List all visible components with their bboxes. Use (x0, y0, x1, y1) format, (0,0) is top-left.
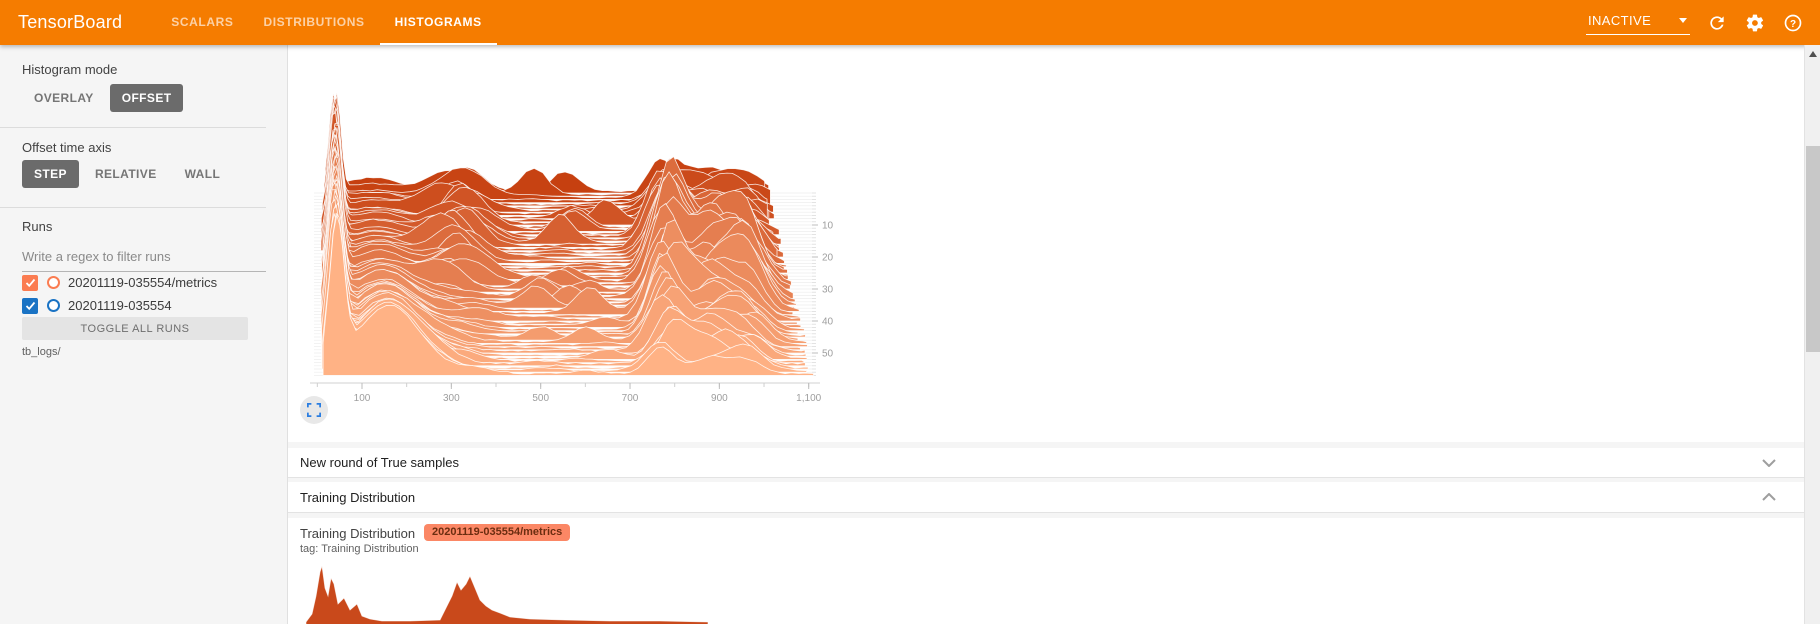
svg-text:?: ? (1790, 18, 1796, 29)
mode-offset-button[interactable]: OFFSET (109, 84, 184, 112)
run-filter-input[interactable] (22, 245, 266, 271)
fullscreen-icon (307, 403, 321, 417)
run-name-label: 20201119-035554/metrics (68, 275, 218, 290)
chevron-down-icon[interactable] (1762, 458, 1776, 467)
runs-label: Runs (22, 219, 53, 234)
svg-text:50: 50 (822, 349, 834, 360)
run-isolate-toggle[interactable] (47, 276, 60, 289)
sidebar: Histogram mode OVERLAY OFFSET Offset time… (0, 45, 288, 624)
tab-scalars[interactable]: SCALARS (171, 14, 234, 29)
sidebar-divider (0, 127, 266, 128)
tab-distributions[interactable]: DISTRIBUTIONS (263, 14, 365, 29)
scrollbar-up-arrow[interactable] (1809, 51, 1817, 57)
run-badge: 20201119-035554/metrics (424, 524, 571, 541)
log-directory-label: tb_logs/ (22, 346, 61, 358)
offset-time-axis-label: Offset time axis (22, 140, 112, 155)
svg-text:20: 20 (822, 253, 834, 264)
run-filter-wrap (22, 245, 266, 272)
histogram-mode-label: Histogram mode (22, 62, 118, 77)
run-row: 20201119-035554 (22, 296, 172, 315)
card-tag: tag: Training Distribution (300, 543, 419, 555)
scrollbar-thumb[interactable] (1806, 146, 1820, 352)
header-actions: INACTIVE ? (1586, 0, 1804, 45)
svg-text:100: 100 (354, 393, 371, 404)
offset-histogram-chart[interactable]: 10 20 30 40 50 100 300 500 700 900 1,100 (288, 45, 1804, 442)
svg-text:40: 40 (822, 317, 834, 328)
section-training-distribution[interactable]: Training Distribution (288, 482, 1804, 513)
fullscreen-button[interactable] (300, 396, 328, 424)
axis-wall-button[interactable]: WALL (173, 160, 233, 188)
axis-step-button[interactable]: STEP (22, 160, 79, 188)
svg-text:900: 900 (711, 393, 728, 404)
run-isolate-toggle[interactable] (47, 299, 60, 312)
app-title: TensorBoard (18, 12, 123, 32)
tab-histograms[interactable]: HISTOGRAMS (379, 0, 497, 45)
section-title: Training Distribution (300, 489, 416, 505)
run-row: 20201119-035554/metrics (22, 273, 217, 292)
section-new-round-of-true-samples[interactable]: New round of True samples (288, 448, 1804, 478)
vertical-scrollbar (1804, 45, 1820, 624)
chevron-down-icon (1679, 17, 1688, 23)
toggle-all-runs-button[interactable]: TOGGLE ALL RUNS (22, 317, 248, 340)
training-distribution-histogram[interactable] (288, 558, 748, 624)
axis-relative-button[interactable]: RELATIVE (83, 160, 169, 188)
svg-text:300: 300 (443, 393, 460, 404)
svg-text:1,100: 1,100 (796, 393, 821, 404)
chevron-up-icon[interactable] (1762, 493, 1776, 501)
run-checkbox[interactable] (22, 297, 38, 314)
run-checkbox[interactable] (22, 274, 38, 291)
card-title: Training Distribution (300, 526, 416, 541)
help-icon[interactable]: ? (1782, 12, 1804, 34)
settings-gear-icon[interactable] (1744, 12, 1766, 34)
offset-time-axis-options: STEP RELATIVE WALL (22, 160, 232, 188)
offset-histogram-card: 10 20 30 40 50 100 300 500 700 900 1,100 (288, 45, 1804, 442)
svg-text:30: 30 (822, 285, 834, 296)
status-dropdown[interactable]: INACTIVE (1586, 11, 1690, 35)
svg-text:10: 10 (822, 221, 834, 232)
run-name-label: 20201119-035554 (68, 298, 172, 313)
svg-text:500: 500 (532, 393, 549, 404)
refresh-icon[interactable] (1706, 12, 1728, 34)
svg-text:700: 700 (622, 393, 639, 404)
training-distribution-card: Training Distribution tag: Training Dist… (288, 518, 1804, 624)
histogram-mode-options: OVERLAY OFFSET (22, 84, 184, 112)
header-tabs: SCALARS DISTRIBUTIONS HISTOGRAMS (156, 0, 497, 45)
mode-overlay-button[interactable]: OVERLAY (22, 84, 106, 112)
sidebar-divider (0, 207, 266, 208)
app-header: TensorBoard SCALARS DISTRIBUTIONS HISTOGRA… (0, 0, 1820, 45)
section-title: New round of True samples (300, 455, 459, 470)
status-dropdown-value: INACTIVE (1588, 12, 1652, 28)
